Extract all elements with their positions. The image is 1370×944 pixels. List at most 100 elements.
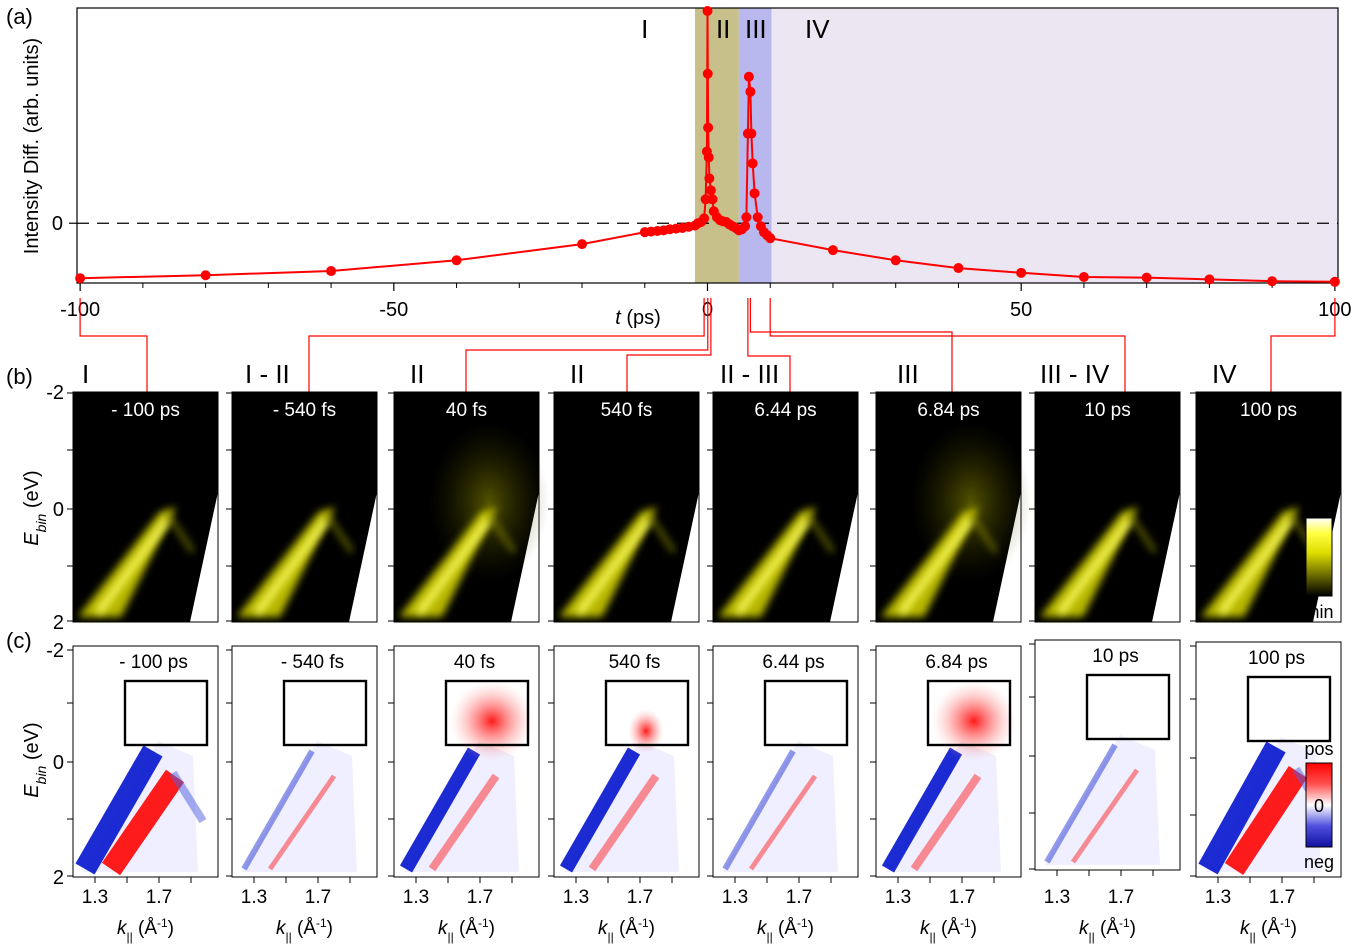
valence-band — [1040, 507, 1138, 617]
panel-b-y-tick-label: 2 — [53, 612, 64, 634]
region-1 — [77, 8, 695, 283]
time-label: 10 ps — [1084, 400, 1130, 421]
x-axis-label-close: ) — [808, 918, 814, 939]
x-axis-label-unit: (Å — [614, 918, 639, 939]
roi-box — [123, 679, 209, 747]
data-point — [827, 245, 838, 256]
series-points — [75, 5, 1340, 287]
x-axis-label: k|| (Å-1) — [757, 916, 814, 944]
panel-c-y-label-sub: bin — [33, 765, 49, 784]
x-axis-label-var: k — [598, 918, 609, 939]
band-core — [254, 516, 330, 616]
noise-region — [242, 741, 357, 872]
x-tick-label: 1.3 — [241, 887, 267, 908]
x-axis-label: t (ps) — [615, 307, 661, 329]
x-tick-label: 1.7 — [627, 887, 653, 908]
panel-c-y-tick-label: -2 — [46, 640, 64, 662]
spectrum-b-2: - 540 fs — [226, 391, 378, 623]
detector-edge — [1152, 492, 1180, 622]
x-axis-label-close: ) — [168, 918, 174, 939]
depletion-band — [722, 749, 796, 871]
data-point — [1267, 276, 1278, 287]
spectrum-background — [232, 392, 377, 622]
connector-line — [769, 298, 1126, 392]
x-axis-label: k|| (Å-1) — [598, 916, 655, 944]
x-tick-label: 1.7 — [146, 887, 172, 908]
x-axis-label-close: ) — [1291, 918, 1297, 939]
x-axis-label-sup: -1 — [1119, 916, 1130, 930]
noise-region — [886, 741, 1001, 872]
x-axis-label-var: k — [757, 918, 768, 939]
panel-b-y-tick-label: -2 — [46, 382, 64, 404]
data-point — [703, 152, 714, 163]
panel-b-y-tick-label: 0 — [53, 499, 64, 521]
data-point — [1078, 272, 1089, 283]
y-tick-label: 0 — [52, 213, 63, 235]
band-shoulder — [646, 513, 677, 554]
x-axis-label-close: ) — [649, 918, 655, 939]
valence-band — [1201, 507, 1299, 617]
time-label: 100 ps — [1240, 400, 1297, 421]
x-axis-label-var: k — [1079, 918, 1090, 939]
x-tick-label: 1.7 — [949, 887, 975, 908]
phase-label: II — [410, 359, 424, 389]
detector-edge — [830, 492, 858, 622]
time-label: 540 fs — [601, 400, 653, 421]
time-label: 6.44 ps — [762, 652, 824, 673]
x-axis-label-var: t — [615, 307, 622, 329]
x-axis-label-close: ) — [489, 918, 495, 939]
data-point — [704, 173, 715, 184]
x-axis-label-sup: -1 — [960, 916, 971, 930]
x-tick-label: 1.7 — [467, 887, 493, 908]
x-axis-label-var: k — [1240, 918, 1251, 939]
data-point — [705, 185, 716, 196]
x-axis-label-sub: || — [929, 930, 935, 944]
time-label: - 540 fs — [273, 400, 336, 421]
x-tick-label: 1.3 — [1205, 887, 1231, 908]
spectrum-c-2: - 540 fs 1.3 1.7 k|| (Å-1) — [226, 645, 378, 944]
x-tick-label: 1.7 — [305, 887, 331, 908]
data-point — [326, 266, 337, 277]
x-tick-label: 1.3 — [82, 887, 108, 908]
detector-edge — [671, 492, 699, 622]
phase-label: IV — [1212, 359, 1237, 389]
x-axis-label-sup: -1 — [797, 916, 808, 930]
panel-c-spectra: - 100 ps1.3 1.7k|| (Å-1)- 540 fs1.3 1.7k||… — [67, 639, 1342, 944]
x-tick-label: 1.3 — [1044, 887, 1070, 908]
phase-label: I - II — [245, 359, 290, 389]
gain-band — [748, 774, 818, 871]
spectrum-frame — [553, 391, 700, 623]
band-shoulder — [165, 513, 196, 554]
connector-line — [465, 298, 709, 392]
time-label: - 100 ps — [111, 400, 180, 421]
x-axis-label-unit: (ps) — [621, 307, 661, 329]
y-axis-label: Intensity Diff. (arb. units) — [21, 38, 43, 254]
panel-c-y-label-unit: (eV) — [21, 722, 43, 765]
x-axis-label-unit: (Å — [454, 918, 479, 939]
x-tick-label: 1.7 — [1269, 887, 1295, 908]
data-point — [1016, 267, 1027, 278]
panel-c-y-tick-label: 0 — [53, 752, 64, 774]
excited-population — [932, 681, 1016, 761]
panel-c-y-ticks: -2 0 2 — [46, 640, 64, 889]
y-axis-ticks: 0 — [52, 213, 77, 235]
band-core — [576, 516, 652, 616]
roi-box — [1085, 673, 1171, 741]
data-point — [752, 212, 763, 223]
data-point — [953, 263, 964, 274]
region-label-3: III — [745, 14, 767, 44]
spectrum-c-4: 540 fs 1.3 1.7 k|| (Å-1) — [548, 645, 700, 944]
connector-line — [747, 298, 791, 392]
x-axis-label-var: k — [117, 918, 128, 939]
panel-b-colorbar: max min — [1302, 496, 1336, 622]
time-label: 540 fs — [609, 652, 661, 673]
x-axis-label: k|| (Å-1) — [438, 916, 495, 944]
gain-band — [428, 773, 500, 872]
x-axis-label-sup: -1 — [1280, 916, 1291, 930]
region-4 — [771, 8, 1338, 283]
x-axis-label-unit: (Å — [1095, 918, 1120, 939]
roi-box — [444, 679, 530, 747]
x-tick-label: -50 — [379, 299, 408, 321]
panel-b-y-ticks: -2 0 2 — [46, 382, 64, 634]
panel-c-y-axis-label: Ebin (eV) — [21, 722, 49, 797]
